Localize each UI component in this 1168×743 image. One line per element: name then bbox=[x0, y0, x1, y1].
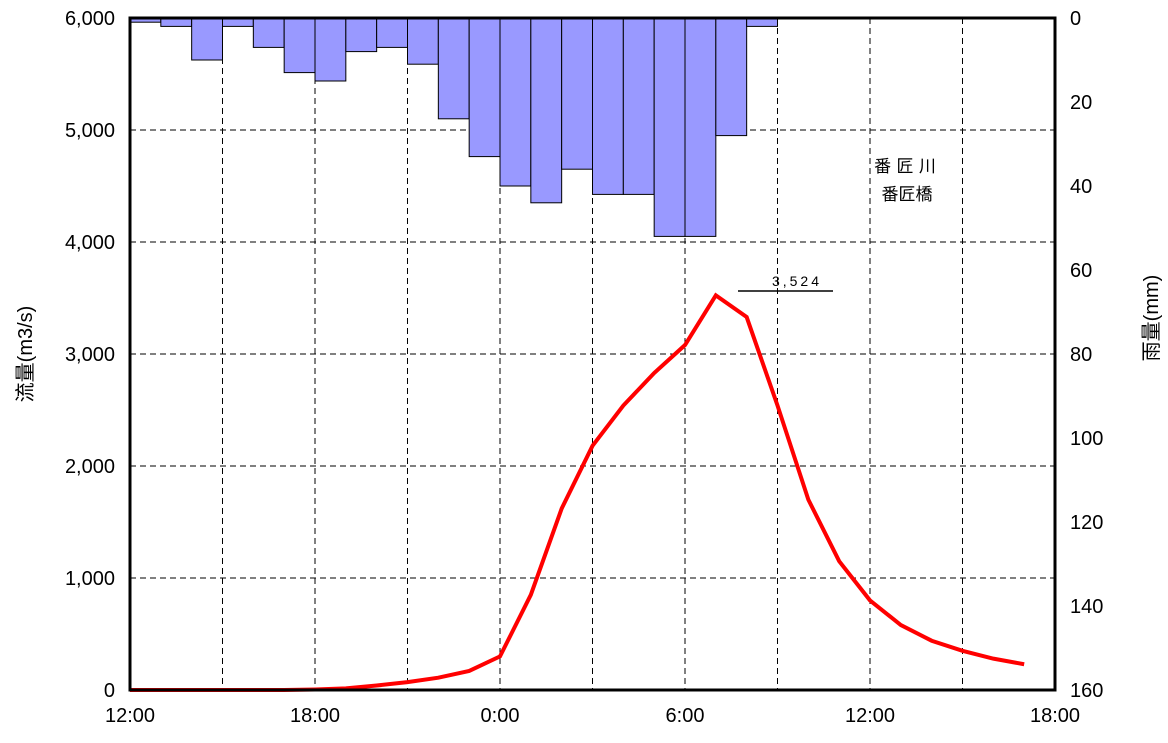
rain-bar bbox=[653, 17, 686, 237]
rain-tick-label: 140 bbox=[1070, 596, 1103, 618]
rain-tick-label: 40 bbox=[1070, 176, 1092, 198]
rain-bar bbox=[407, 17, 439, 65]
station-site-label: 番匠橋 bbox=[882, 185, 933, 205]
flow-tick-label: 3,000 bbox=[65, 344, 115, 366]
rain-axis-label: 雨量(mm) bbox=[1141, 275, 1163, 362]
rain-bar bbox=[622, 17, 655, 195]
time-tick-label: 12:00 bbox=[105, 705, 155, 727]
rain-bar bbox=[345, 17, 378, 53]
time-axis-ticks: 12:00 18:00 0:00 6:00 12:00 18:00 bbox=[105, 705, 1080, 727]
rain-tick-label: 60 bbox=[1070, 260, 1092, 282]
time-tick-label: 18:00 bbox=[1030, 705, 1080, 727]
time-tick-label: 6:00 bbox=[666, 705, 705, 727]
flow-axis-ticks: 0 1,000 2,000 3,000 4,000 5,000 6,000 bbox=[65, 8, 115, 702]
rain-bar bbox=[561, 17, 594, 170]
flow-tick-label: 5,000 bbox=[65, 120, 115, 142]
flow-tick-label: 6,000 bbox=[65, 8, 115, 30]
rain-tick-label: 120 bbox=[1070, 512, 1103, 534]
peak-flow-annotation: 3,524 bbox=[772, 273, 822, 289]
rainfall-bars bbox=[129, 17, 779, 237]
rain-axis-ticks: 0 20 40 60 80 100 120 140 160 bbox=[1070, 8, 1103, 702]
rain-bar bbox=[684, 17, 717, 237]
flow-series-line bbox=[130, 292, 1025, 692]
rain-tick-label: 20 bbox=[1070, 92, 1092, 114]
flow-axis-label: 流量(m3/s) bbox=[14, 306, 37, 403]
rain-bar bbox=[283, 17, 316, 74]
station-river-label: 番 匠 川 bbox=[874, 157, 936, 177]
plot-frame bbox=[128, 16, 1057, 692]
rain-bar bbox=[468, 17, 501, 158]
time-tick-label: 18:00 bbox=[290, 705, 340, 727]
rain-bar bbox=[376, 17, 408, 48]
time-tick-label: 0:00 bbox=[481, 705, 520, 727]
rain-bar bbox=[499, 17, 532, 187]
rain-bar bbox=[530, 17, 563, 204]
rain-bar bbox=[191, 17, 224, 61]
rain-tick-label: 0 bbox=[1070, 8, 1081, 30]
flow-tick-label: 4,000 bbox=[65, 232, 115, 254]
flow-tick-label: 2,000 bbox=[65, 456, 115, 478]
rain-tick-label: 160 bbox=[1070, 680, 1103, 702]
rain-bar bbox=[437, 17, 470, 120]
rain-bar bbox=[314, 17, 347, 82]
rain-bar bbox=[592, 17, 624, 195]
rain-bar bbox=[715, 17, 748, 137]
flow-tick-label: 0 bbox=[104, 680, 115, 702]
time-tick-label: 12:00 bbox=[845, 705, 895, 727]
rain-tick-label: 80 bbox=[1070, 344, 1092, 366]
flow-tick-label: 1,000 bbox=[65, 568, 115, 590]
rain-tick-label: 100 bbox=[1070, 428, 1103, 450]
rain-bar bbox=[252, 17, 285, 48]
